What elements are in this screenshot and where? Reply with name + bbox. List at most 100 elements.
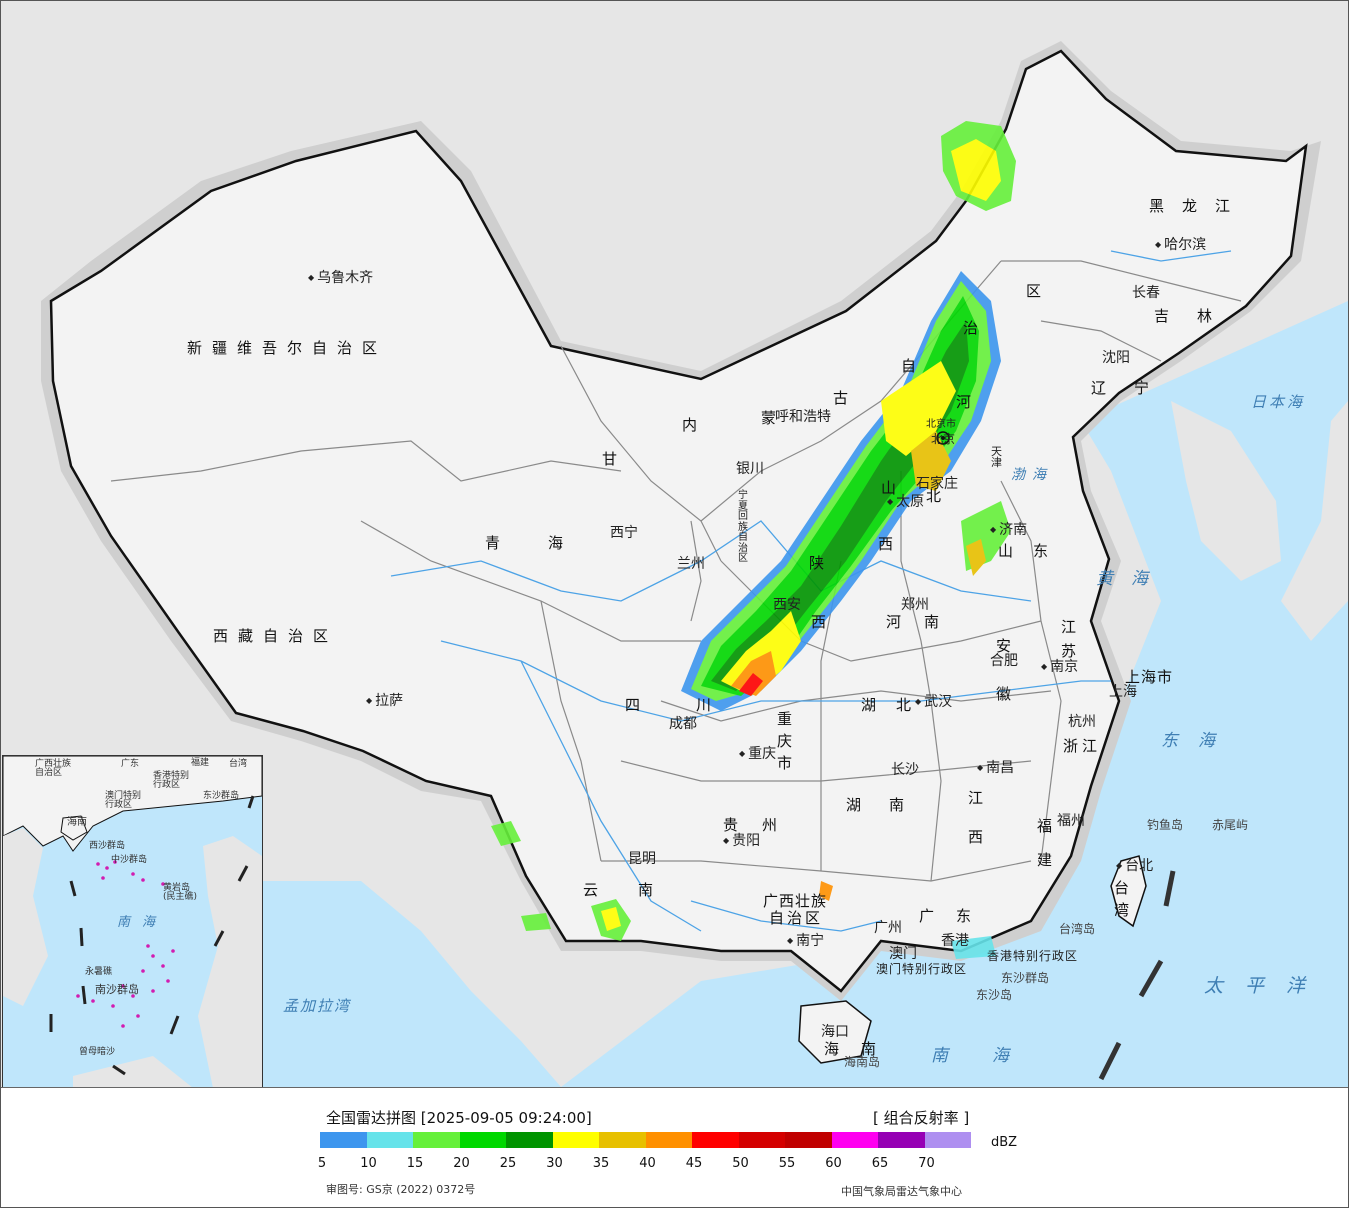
city-shenyang[interactable]: 沈阳	[1102, 350, 1130, 366]
province-gansu: 甘	[602, 450, 628, 468]
region-macao-sar: 澳门特别行政区	[876, 962, 968, 976]
city-zhengzhou[interactable]: 郑州	[901, 597, 929, 613]
scale-tick-label: 45	[685, 1156, 703, 1171]
scale-swatch	[692, 1132, 739, 1148]
region-hongkong-sar: 香港特别行政区	[987, 949, 1079, 963]
province-liaoning: 辽宁	[1091, 379, 1178, 397]
province-fujian-1: 福	[1037, 817, 1063, 835]
scale-tick-label: 65	[871, 1156, 889, 1171]
city-haikou[interactable]: 海口	[821, 1024, 849, 1040]
island-dongsha-qundao: 东沙群岛	[1001, 971, 1050, 985]
city-jinan[interactable]: 济南	[990, 523, 1027, 537]
legend-product: [ 组合反射率 ]	[873, 1109, 970, 1127]
province-qinghai: 青海	[485, 534, 612, 552]
city-nanchang[interactable]: 南昌	[977, 761, 1014, 775]
korea-japan-sea	[561, 301, 1348, 1087]
city-shijiazhuang[interactable]: 石家庄	[916, 476, 958, 492]
city-guangzhou[interactable]: 广州	[874, 920, 902, 936]
island-chiwei: 赤尾屿	[1212, 818, 1249, 832]
city-chongqing[interactable]: 重庆	[739, 747, 776, 761]
province-taiwan-1: 台	[1114, 879, 1140, 897]
city-guiyang[interactable]: 贵阳	[723, 834, 760, 848]
city-hohhot[interactable]: 呼和浩特	[775, 409, 831, 425]
province-ningxia: 宁夏回族自治区	[738, 490, 748, 564]
city-hefei[interactable]: 合肥	[990, 653, 1018, 669]
city-hongkong[interactable]: 香港	[941, 933, 969, 949]
scale-tick-label: 20	[453, 1156, 470, 1171]
city-changsha[interactable]: 长沙	[891, 762, 919, 778]
city-chengdu[interactable]: 成都	[669, 716, 697, 732]
inset-label-guangxi: 广西壮族 自治区	[35, 759, 72, 779]
city-wuhan[interactable]: 武汉	[915, 695, 952, 709]
province-henan-2: 南	[924, 613, 950, 631]
inset-label-nanhai: 南海	[117, 915, 168, 930]
sea-riben-hai: 日本海	[1251, 393, 1306, 411]
city-macao[interactable]: 澳门	[889, 946, 917, 962]
city-shanghai[interactable]: 上海	[1109, 684, 1137, 700]
city-nanning[interactable]: 南宁	[787, 934, 824, 948]
china-land	[49, 49, 1308, 993]
scale-tick-label: 50	[732, 1156, 749, 1171]
city-xining[interactable]: 西宁	[610, 525, 638, 541]
city-changchun[interactable]: 长春	[1132, 285, 1160, 301]
province-shanxi-1: 山	[881, 479, 907, 497]
scale-swatch	[552, 1132, 599, 1148]
city-taibei[interactable]: 台北	[1116, 859, 1153, 873]
city-nanjing[interactable]: 南京	[1041, 660, 1078, 674]
province-guizhou: 贵州	[723, 816, 802, 834]
city-kunming[interactable]: 昆明	[628, 851, 656, 867]
province-xinjiang: 新疆维吾尔自治区	[187, 339, 388, 357]
province-sichuan: 四川	[625, 696, 768, 714]
inset-label-macao: 澳门特别 行政区	[105, 791, 142, 811]
scale-swatch	[645, 1132, 692, 1148]
province-neimenggu-5: 治	[963, 319, 989, 337]
inset-philippines	[198, 836, 262, 1087]
province-henan-1: 河	[886, 613, 912, 631]
scale-tick-label: 10	[360, 1156, 377, 1171]
scale-tick-label: 15	[406, 1156, 424, 1171]
island-diaoyu: 钓鱼岛	[1147, 818, 1184, 832]
inset-label-taiwan: 台湾	[229, 759, 248, 769]
hainan-island	[798, 1000, 872, 1064]
scale-tick-label: 60	[825, 1156, 842, 1171]
city-lanzhou[interactable]: 兰州	[677, 556, 705, 572]
scale-swatch	[924, 1132, 971, 1148]
city-hangzhou[interactable]: 杭州	[1068, 714, 1096, 730]
rivers	[390, 250, 1232, 932]
province-jilin: 吉林	[1154, 307, 1241, 325]
city-lhasa[interactable]: 拉萨	[366, 694, 403, 708]
scale-tick-label: 25	[499, 1156, 517, 1171]
inset-borneo	[73, 1056, 192, 1087]
inset-hainan	[60, 815, 88, 841]
city-harbin[interactable]: 哈尔滨	[1155, 238, 1206, 252]
inset-label-hainan: 海南	[67, 817, 87, 828]
province-hebei-1: 河	[956, 393, 982, 411]
province-guangdong: 广东	[919, 907, 994, 925]
inset-label-guangdong: 广东	[121, 759, 140, 769]
province-anhui-1: 安	[996, 637, 1022, 655]
city-xian[interactable]: 西安	[773, 597, 801, 613]
map-approval-number: 审图号: GS京 (2022) 0372号	[326, 1183, 476, 1196]
scale-tick-label: 35	[592, 1156, 610, 1171]
city-beijing[interactable]: 北京	[931, 432, 956, 446]
radar-echoes	[491, 121, 1016, 959]
province-guangxi-1: 广西壮族	[763, 892, 828, 910]
province-guangxi-2: 自治区	[769, 909, 824, 927]
province-shanghai: 上海市	[1125, 668, 1174, 686]
city-taiyuan[interactable]: 太原	[887, 495, 924, 509]
bay-of-bengal	[261, 881, 561, 1087]
scale-swatch	[878, 1132, 925, 1148]
sea-bohai: 渤海	[1011, 467, 1053, 483]
city-yinchuan[interactable]: 银川	[736, 461, 764, 477]
scale-tick-label: 55	[778, 1156, 796, 1171]
scale-tick-label: 5	[317, 1156, 327, 1171]
city-urumqi[interactable]: 乌鲁木齐	[308, 271, 373, 285]
province-zhejiang: 浙江	[1063, 737, 1102, 755]
province-neimenggu-3: 古	[833, 389, 859, 407]
province-xizang: 西藏自治区	[213, 627, 339, 645]
south-china-sea-inset[interactable]: 广西壮族 自治区 广东 福建 台湾 香港特别 行政区 澳门特别 行政区 东沙群岛…	[2, 755, 263, 1087]
city-fuzhou[interactable]: 福州	[1057, 813, 1085, 829]
province-yunnan: 云南	[583, 881, 694, 899]
radar-map[interactable]: 新疆维吾尔自治区 西藏自治区 青海 甘 内 蒙 古 自 治 区 黑龙江 吉林 辽…	[1, 1, 1348, 1088]
maritime-dashes	[1098, 870, 1176, 1081]
